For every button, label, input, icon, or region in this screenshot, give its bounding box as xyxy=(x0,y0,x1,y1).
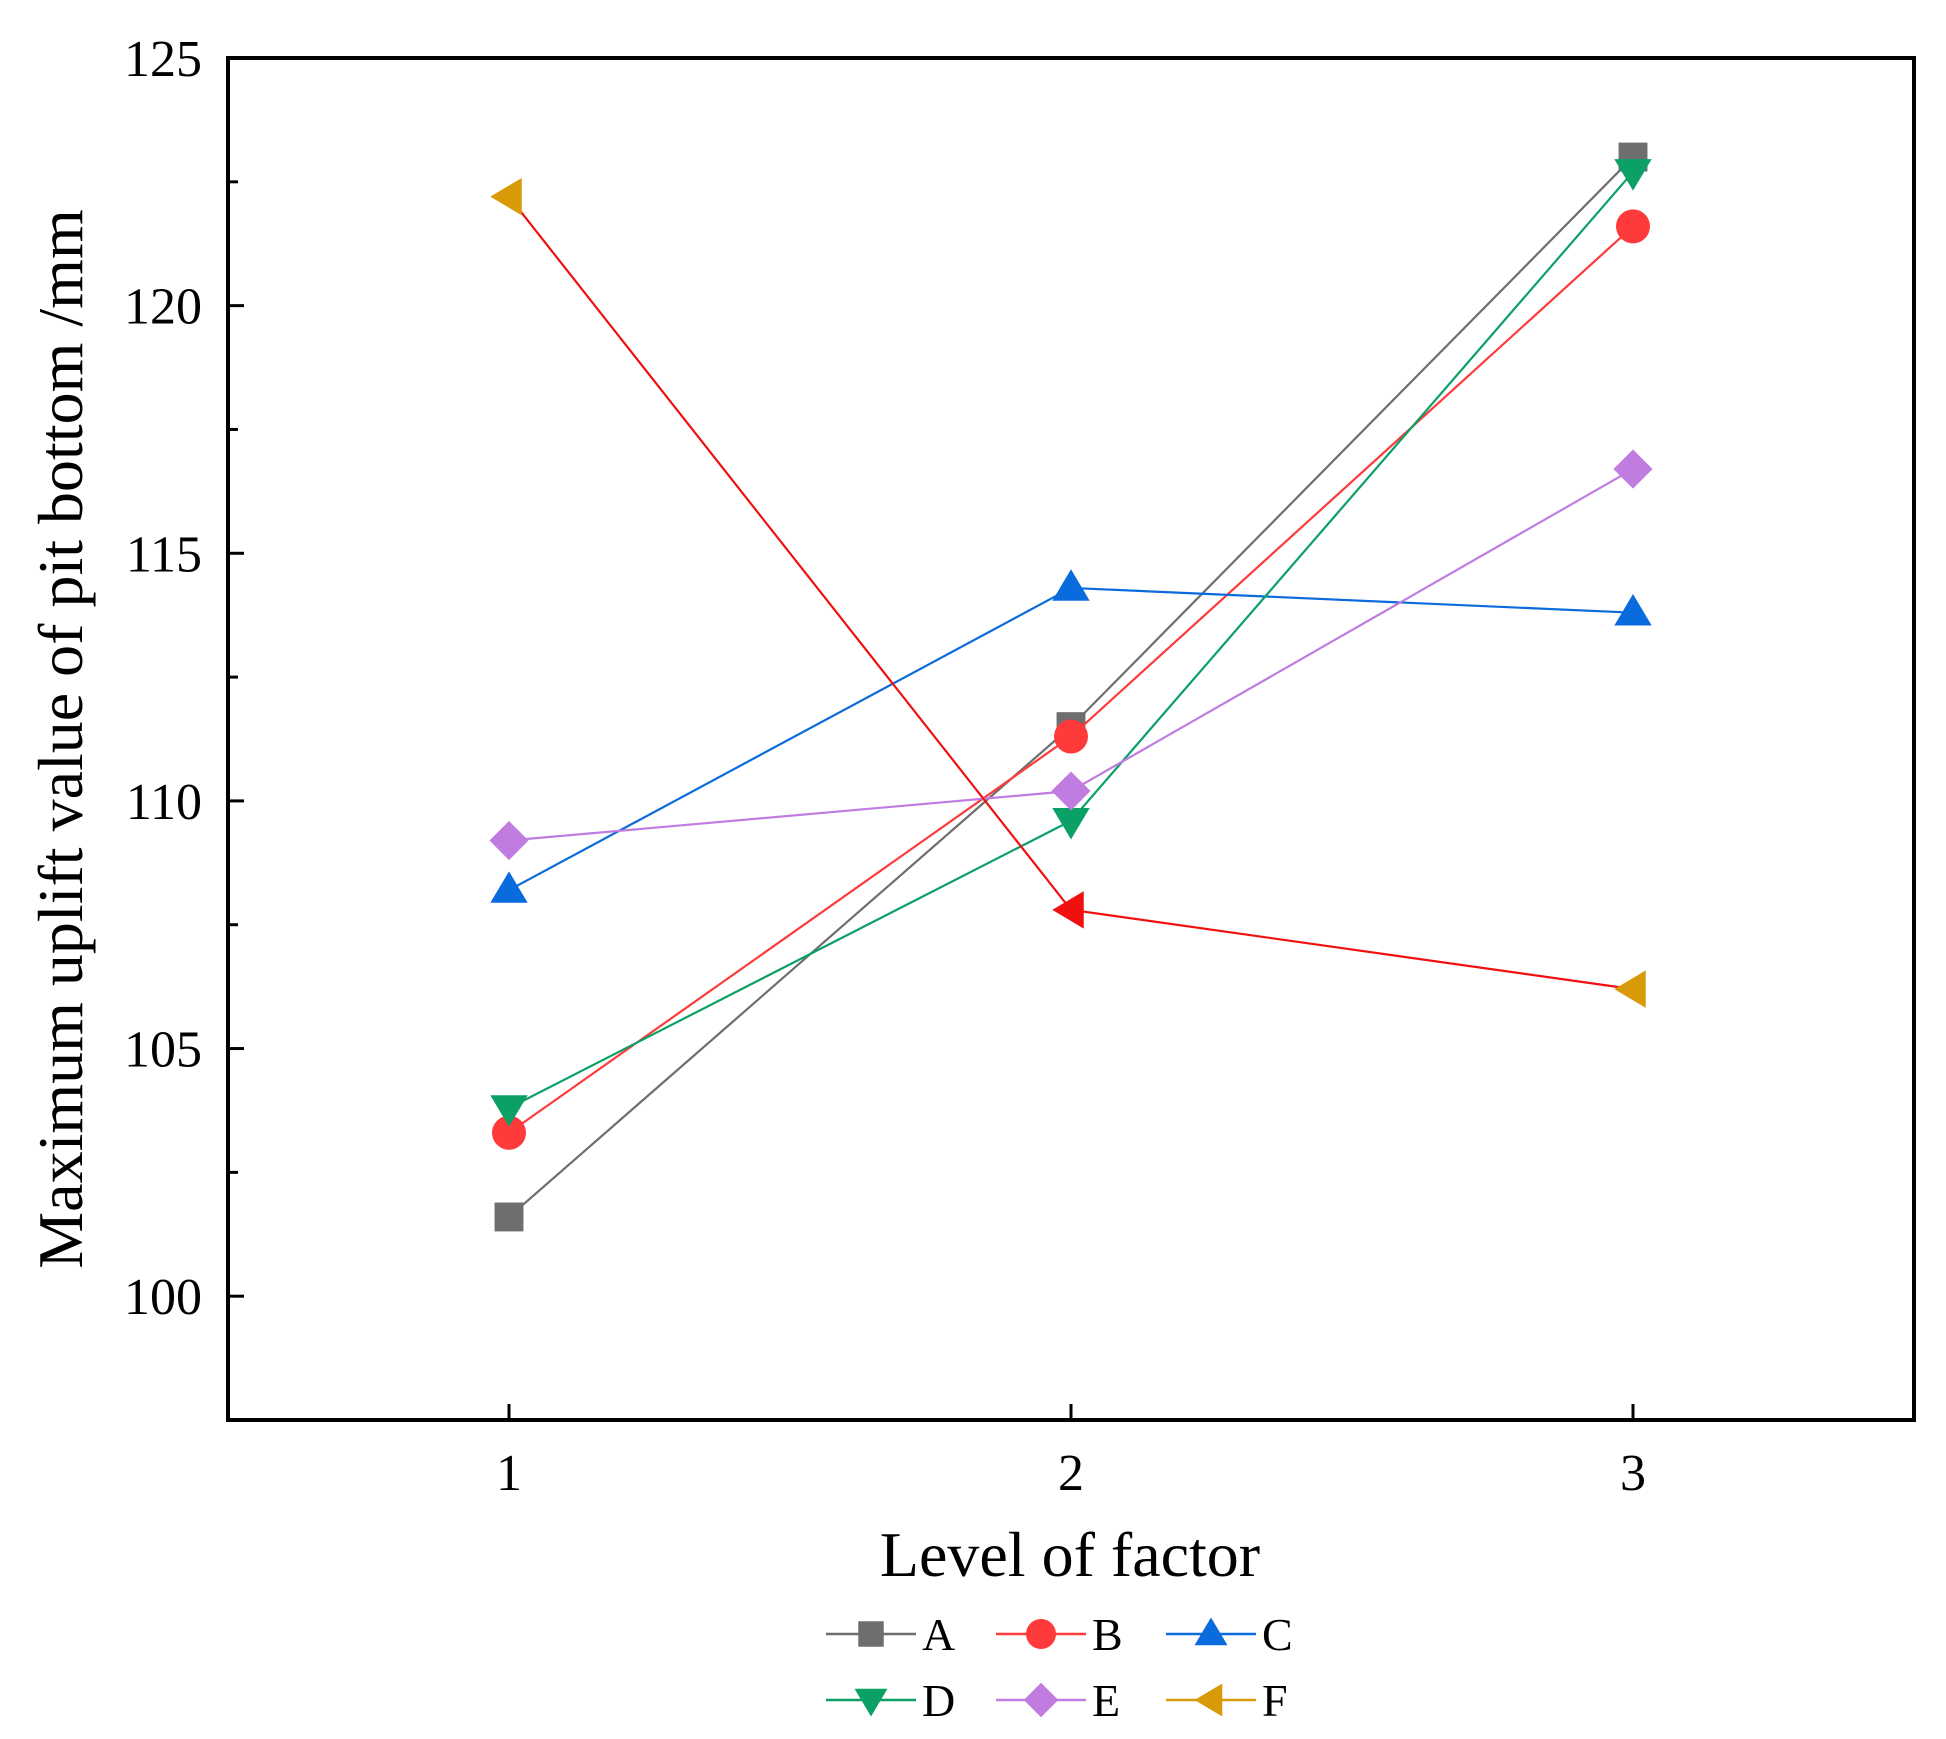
legend: A B C D E F xyxy=(826,1609,1293,1726)
data-point-B-1 xyxy=(492,1115,526,1150)
legend-item-B: B xyxy=(996,1609,1123,1660)
x-tick-label: 3 xyxy=(1620,1445,1646,1502)
data-point-E-2 xyxy=(1051,771,1091,811)
y-tick-label: 115 xyxy=(126,526,202,583)
y-tick-label: 125 xyxy=(124,31,202,88)
legend-label-A: A xyxy=(922,1609,955,1660)
data-point-C-1 xyxy=(490,871,528,903)
data-point-F-2 xyxy=(1052,891,1084,929)
data-point-F-3 xyxy=(1614,970,1646,1008)
legend-label-B: B xyxy=(1092,1609,1123,1660)
series-B xyxy=(492,209,1650,1150)
legend-label-E: E xyxy=(1092,1675,1120,1726)
data-point-E-3 xyxy=(1613,449,1653,489)
series-F xyxy=(490,177,1646,1008)
data-point-C-3 xyxy=(1614,594,1652,626)
data-point-B-3 xyxy=(1616,209,1650,244)
legend-marker-D xyxy=(854,1688,888,1717)
legend-label-F: F xyxy=(1262,1675,1288,1726)
data-point-F-1 xyxy=(490,177,522,216)
series-A xyxy=(494,142,1648,1232)
y-tick-label: 110 xyxy=(126,774,202,831)
data-point-A-1 xyxy=(494,1202,524,1232)
legend-label-D: D xyxy=(922,1675,955,1726)
data-point-D-2 xyxy=(1052,807,1090,840)
legend-marker-F xyxy=(1194,1683,1223,1717)
data-point-D-3 xyxy=(1614,159,1652,191)
legend-item-D: D xyxy=(826,1675,955,1726)
x-tick-label: 2 xyxy=(1058,1445,1084,1502)
y-axis-title: Maximum uplift value of pit bottom /mm xyxy=(25,209,96,1268)
series-C xyxy=(490,569,1652,903)
x-axis-ticks: 1 2 3 xyxy=(496,1404,1646,1502)
series-layer xyxy=(489,142,1653,1232)
legend-marker-C xyxy=(1194,1617,1228,1646)
legend-marker-E xyxy=(1023,1682,1059,1718)
data-point-E-1 xyxy=(489,820,529,861)
data-point-C-2 xyxy=(1052,569,1090,601)
y-axis-ticks: 100 105 110 115 120 125 xyxy=(124,31,244,1422)
y-tick-label: 105 xyxy=(124,1022,202,1079)
series-line-A xyxy=(508,156,1634,1218)
legend-item-A: A xyxy=(826,1609,955,1660)
y-tick-label: 120 xyxy=(124,279,202,336)
legend-item-F: F xyxy=(1166,1675,1288,1726)
x-axis-title: Level of factor xyxy=(880,1519,1260,1590)
legend-marker-A xyxy=(858,1621,884,1647)
plot-area xyxy=(226,56,1916,1422)
legend-item-C: C xyxy=(1166,1609,1293,1660)
series-E xyxy=(489,449,1653,861)
x-tick-label: 1 xyxy=(496,1445,522,1502)
data-point-B-2 xyxy=(1054,719,1088,754)
data-point-D-1 xyxy=(490,1095,528,1127)
series-D xyxy=(490,159,1652,1127)
series-line-B xyxy=(508,225,1634,1134)
legend-marker-B xyxy=(1026,1619,1056,1649)
legend-label-C: C xyxy=(1262,1609,1293,1660)
legend-item-E: E xyxy=(996,1675,1120,1726)
y-tick-label: 100 xyxy=(124,1269,202,1326)
series-line-D xyxy=(508,171,1634,1109)
